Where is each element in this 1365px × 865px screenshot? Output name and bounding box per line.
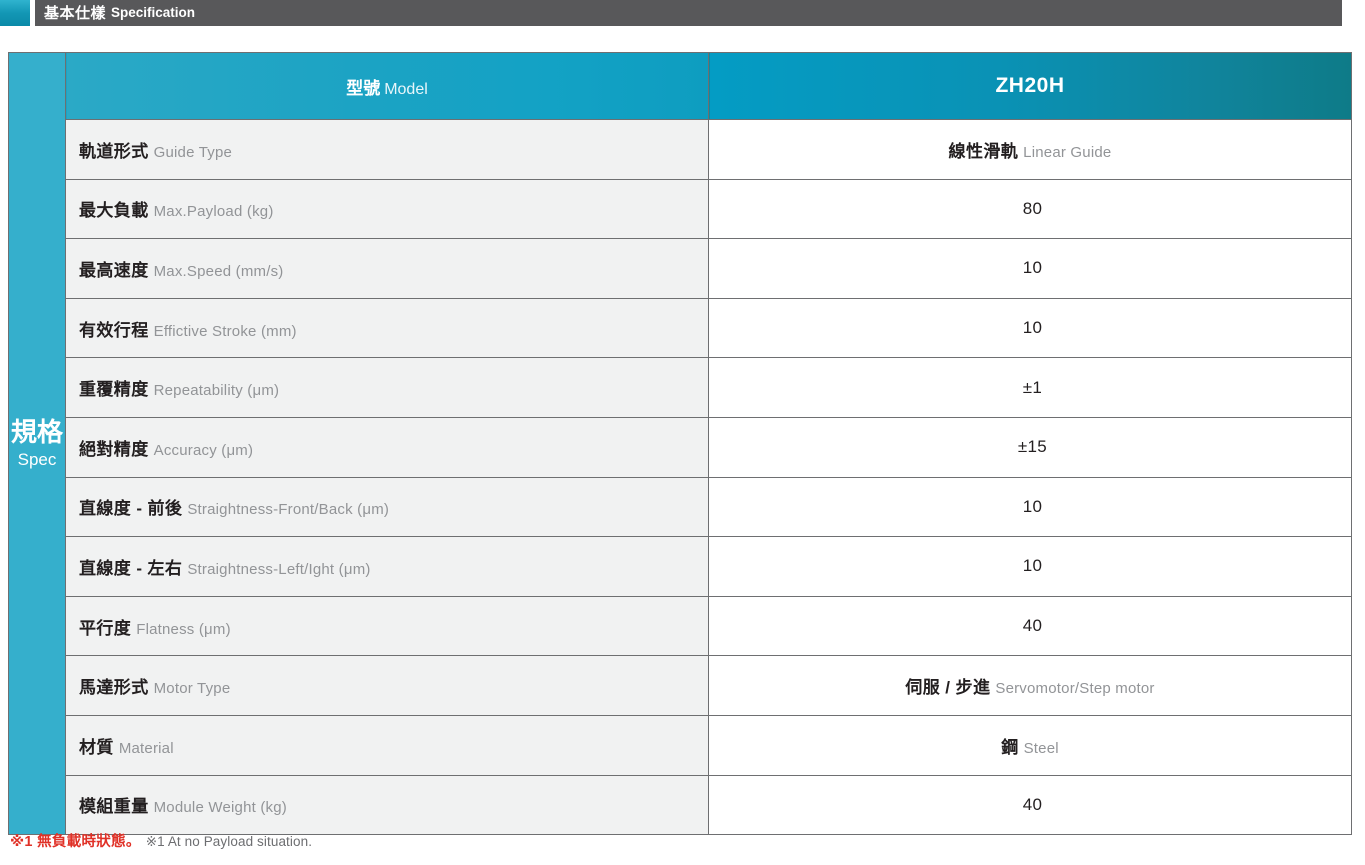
row-label-zh: 平行度 [79,618,132,638]
row-value-zh: 伺服 / 步進 [905,678,991,698]
model-header-cell: 型號 Model [65,52,709,120]
model-name-value: ZH20H [995,74,1065,97]
row-label-en: Straightness-Left/Ight (μm) [187,560,371,578]
footnote: ※1 無負載時狀態。 ※1 At no Payload situation. [10,830,312,851]
table-row: 模組重量 Module Weight (kg) 40 [9,774,1352,836]
row-label-en: Motor Type [153,680,231,698]
table-row: 材質 Material 鋼 Steel [9,714,1352,776]
model-header-label-zh: 型號 [346,78,381,98]
table-row: 軌道形式 Guide Type 線性滑軌 Linear Guide [9,119,1352,180]
row-label-zh: 最高速度 [79,260,149,280]
table-row: 直線度 - 左右 Straightness-Left/Ight (μm) 10 [9,536,1352,597]
row-value-cell: 10 [708,238,1352,299]
row-value-cell: 伺服 / 步進 Servomotor/Step motor [708,655,1352,716]
table-header-row: 規格 Spec 型號 Model ZH20H [8,51,1352,836]
row-value-cell: 鋼 Steel [708,714,1352,776]
row-label-cell: 模組重量 Module Weight (kg) [65,774,709,836]
row-label-en: Material [118,739,174,757]
row-value-cell: 80 [708,178,1352,240]
row-value-cell: ±1 [708,357,1352,418]
row-value-num: ±15 [1017,437,1048,457]
row-label-zh: 有效行程 [79,320,149,340]
row-label-cell: 直線度 - 左右 Straightness-Left/Ight (μm) [65,536,709,597]
section-title-en: Specification [111,5,196,21]
row-label-zh: 重覆精度 [79,380,149,400]
row-label-cell: 絕對精度 Accuracy (μm) [65,416,709,478]
row-value-num: 80 [1022,198,1043,218]
row-value-en: Steel [1023,739,1059,757]
row-label-cell: 最高速度 Max.Speed (mm/s) [65,238,709,299]
row-value-num: 10 [1022,496,1043,516]
row-label-cell: 馬達形式 Motor Type [65,655,709,716]
row-value-cell: 40 [708,595,1352,657]
spec-category-label-zh: 規格 [11,416,64,447]
row-label-en: Guide Type [153,143,233,161]
row-value-num: 10 [1022,556,1043,576]
table-row: 絕對精度 Accuracy (μm) ±15 [9,416,1352,478]
table-row: 有效行程 Effictive Stroke (mm) 10 [9,297,1352,359]
spec-category-column: 規格 Spec [8,51,66,836]
row-value-cell: 10 [708,297,1352,359]
row-value-en: Servomotor/Step motor [995,680,1155,698]
row-label-en: Effictive Stroke (mm) [153,322,297,340]
row-value-cell: 10 [708,476,1352,538]
row-label-en: Flatness (μm) [136,620,231,638]
spec-category-label-en: Spec [17,450,57,470]
row-value-num: 40 [1022,616,1043,636]
row-label-zh: 絕對精度 [79,439,149,459]
row-label-cell: 重覆精度 Repeatability (μm) [65,357,709,418]
model-header-label-en: Model [384,80,428,98]
row-value-zh: 線性滑軌 [948,141,1019,161]
row-label-cell: 平行度 Flatness (μm) [65,595,709,657]
row-value-cell: 10 [708,536,1352,597]
section-header-bar: 基本仕樣 Specification [35,0,1342,26]
row-label-zh: 模組重量 [79,797,149,817]
row-value-num: 10 [1022,258,1043,278]
row-label-cell: 材質 Material [65,714,709,776]
row-value-cell: ±15 [708,416,1352,478]
row-value-cell: 40 [708,774,1352,836]
row-label-cell: 軌道形式 Guide Type [65,119,709,180]
row-label-en: Max.Speed (mm/s) [153,262,284,280]
row-label-zh: 最大負載 [79,201,149,221]
model-name-cell: ZH20H [708,52,1352,120]
row-label-en: Accuracy (μm) [153,441,254,459]
row-label-cell: 直線度 - 前後 Straightness-Front/Back (μm) [65,476,709,538]
row-value-num: ±1 [1022,377,1043,397]
row-label-zh: 直線度 - 左右 [79,558,183,578]
row-value-en: Linear Guide [1023,143,1112,161]
row-label-en: Max.Payload (kg) [153,203,274,221]
specification-table: 規格 Spec 型號 Model ZH20H 軌道形式 Guide Type 線性滑… [8,51,1352,836]
row-label-zh: 材質 [79,737,114,757]
row-value-num: 10 [1022,318,1043,338]
row-label-zh: 馬達形式 [79,678,149,698]
table-row: 最大負載 Max.Payload (kg) 80 [9,178,1352,240]
section-header: 基本仕樣 Specification [0,0,1342,26]
row-value-num: 40 [1022,794,1043,814]
row-label-en: Repeatability (μm) [153,382,280,400]
section-header-gap [30,0,35,26]
section-header-accent-block [0,0,30,26]
table-row: 直線度 - 前後 Straightness-Front/Back (μm) 10 [9,476,1352,538]
row-label-cell: 最大負載 Max.Payload (kg) [65,178,709,240]
table-row: 平行度 Flatness (μm) 40 [9,595,1352,657]
row-label-en: Straightness-Front/Back (μm) [187,501,390,519]
row-label-zh: 直線度 - 前後 [79,499,183,519]
row-value-cell: 線性滑軌 Linear Guide [708,119,1352,180]
row-label-cell: 有效行程 Effictive Stroke (mm) [65,297,709,359]
section-title-zh: 基本仕樣 [44,4,107,22]
footnote-text-zh: ※1 無負載時狀態。 [10,834,141,850]
row-label-zh: 軌道形式 [79,141,149,161]
table-row: 重覆精度 Repeatability (μm) ±1 [9,357,1352,418]
row-label-en: Module Weight (kg) [153,799,287,817]
table-row: 馬達形式 Motor Type 伺服 / 步進 Servomotor/Step mo… [9,655,1352,716]
table-row: 最高速度 Max.Speed (mm/s) 10 [9,238,1352,299]
row-value-zh: 鋼 [1001,737,1019,757]
specification-table-body: 規格 Spec 型號 Model ZH20H 軌道形式 Guide Type 線性滑… [8,51,1352,836]
footnote-text-en: ※1 At no Payload situation. [145,834,313,849]
